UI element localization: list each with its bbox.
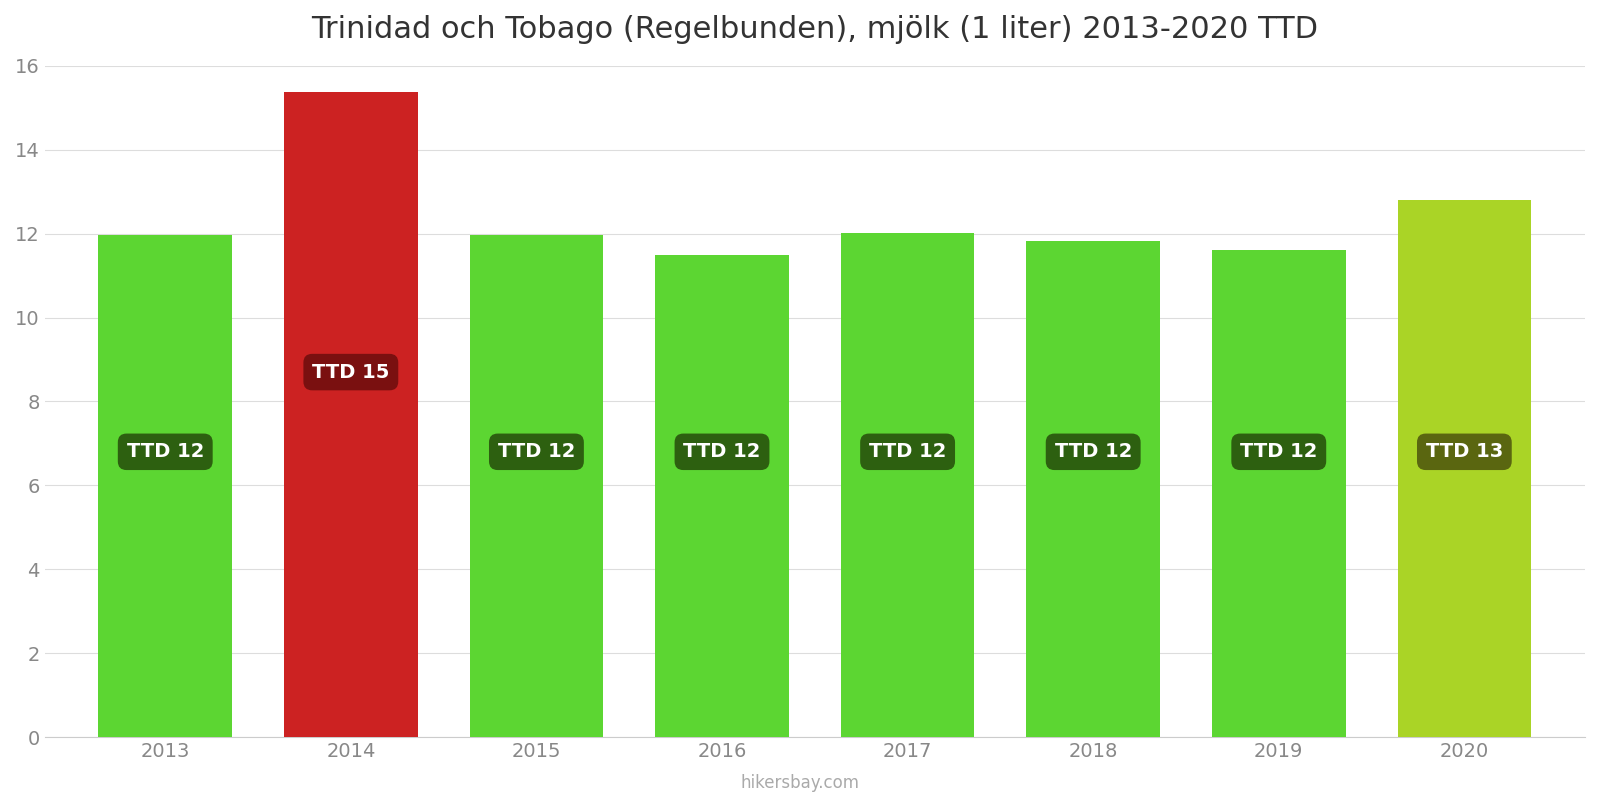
Bar (1397, 201, 1531, 737)
Text: TTD 15: TTD 15 (312, 362, 389, 382)
Text: TTD 12: TTD 12 (683, 442, 760, 462)
Text: TTD 13: TTD 13 (1426, 442, 1502, 462)
Bar (99, 235, 232, 737)
Bar (840, 233, 974, 737)
Bar (1026, 241, 1160, 737)
Text: TTD 12: TTD 12 (126, 442, 203, 462)
Bar (654, 255, 789, 737)
Text: TTD 12: TTD 12 (1054, 442, 1131, 462)
Bar (470, 235, 603, 737)
Text: hikersbay.com: hikersbay.com (741, 774, 859, 792)
Bar (285, 92, 418, 737)
Title: Trinidad och Tobago (Regelbunden), mjölk (1 liter) 2013-2020 TTD: Trinidad och Tobago (Regelbunden), mjölk… (312, 15, 1318, 44)
Text: TTD 12: TTD 12 (869, 442, 946, 462)
Text: TTD 12: TTD 12 (498, 442, 574, 462)
Text: TTD 12: TTD 12 (1240, 442, 1317, 462)
Bar (1211, 250, 1346, 737)
